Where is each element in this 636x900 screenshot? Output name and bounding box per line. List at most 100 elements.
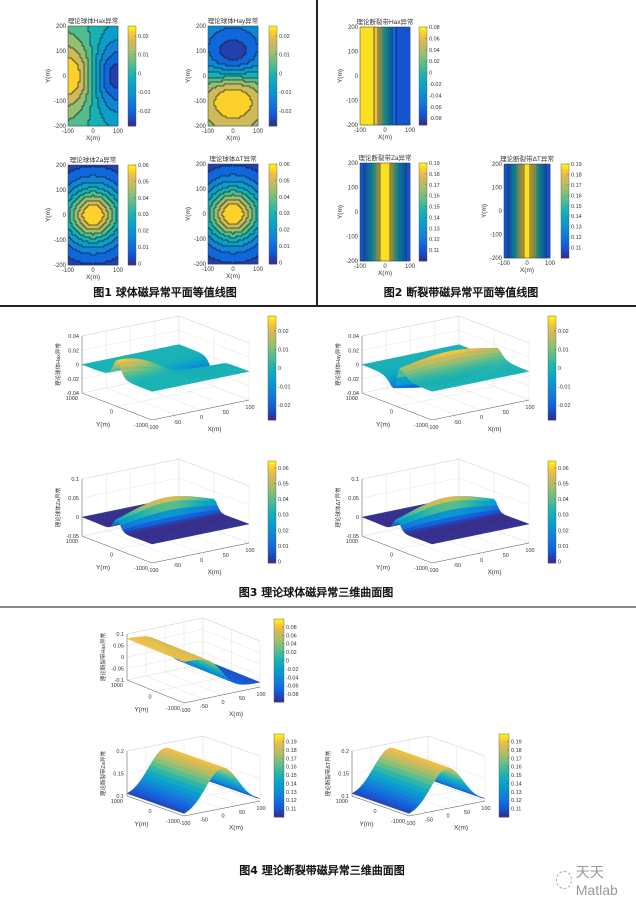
contour-fill-cell	[104, 195, 107, 198]
contour-fill-cell	[102, 243, 105, 246]
contour-fill-cell	[234, 34, 237, 37]
contour-fill-cell	[114, 84, 117, 87]
contour-fill-cell	[248, 100, 251, 103]
contour-fill-cell	[82, 251, 85, 254]
contour-fill-cell	[90, 253, 93, 256]
contour-fill-cell	[212, 70, 215, 73]
contour-fill-cell	[88, 243, 91, 246]
contour-fill-cell	[110, 82, 113, 85]
contour-fill-cell	[68, 50, 71, 53]
contour-fill-cell	[76, 245, 79, 248]
contour-fill-cell	[214, 88, 217, 91]
contour-fill-cell	[108, 104, 111, 107]
contour-fill-cell	[234, 44, 237, 47]
contour-fill-cell	[82, 173, 85, 176]
contour-fill-cell	[102, 173, 105, 176]
contour-fill-cell	[96, 98, 99, 101]
contour-fill-cell	[212, 122, 215, 125]
contour-fill-cell	[254, 38, 257, 41]
contour-fill-cell	[234, 120, 237, 123]
contour-fill-cell	[240, 54, 243, 57]
contour-fill-cell	[100, 253, 103, 256]
contour-fill-cell	[104, 42, 107, 45]
contour-fill-cell	[94, 227, 97, 230]
contour-fill-cell	[108, 110, 111, 113]
contour-fill-cell	[98, 74, 101, 77]
contour-fill-cell	[236, 60, 239, 63]
contour-fill-cell	[72, 52, 75, 55]
contour-fill-cell	[216, 124, 219, 127]
contour-fill-cell	[80, 215, 83, 218]
contour-fill-cell	[222, 78, 225, 81]
contour-fill-cell	[70, 195, 73, 198]
contour-fill-cell	[86, 34, 89, 37]
contour-fill-cell	[114, 205, 117, 208]
contour-fill-cell	[92, 92, 95, 95]
contour-fill-cell	[76, 80, 79, 83]
colorbar-segment	[128, 78, 136, 82]
contour-fill-cell	[252, 46, 255, 49]
contour-fill-cell	[244, 104, 247, 107]
contour-fill-cell	[74, 82, 77, 85]
colorbar-segment	[269, 108, 277, 112]
contour-fill-cell	[214, 118, 217, 121]
contour-fill-cell	[218, 124, 221, 127]
contour-fill-cell	[92, 118, 95, 121]
contour-fill-cell	[86, 211, 89, 214]
contour-fill-cell	[106, 185, 109, 188]
contour-fill-cell	[68, 165, 71, 168]
contour-fill-cell	[108, 62, 111, 65]
contour-fill-cell	[214, 58, 217, 61]
contour-fill-cell	[116, 233, 119, 236]
contour-fill-cell	[96, 261, 99, 264]
contour-fill-cell	[82, 211, 85, 214]
contour-fill-cell	[208, 114, 211, 117]
contour-fill-cell	[88, 253, 91, 256]
contour-fill-cell	[228, 36, 231, 39]
contour-fill-cell	[98, 165, 101, 168]
contour-fill-cell	[92, 112, 95, 115]
contour-fill-cell	[88, 60, 91, 63]
contour-fill-cell	[208, 106, 211, 109]
contour-fill-cell	[68, 171, 71, 174]
contour-fill-cell	[114, 110, 117, 113]
contour-fill-cell	[242, 66, 245, 69]
contour-fill-cell	[92, 247, 95, 250]
contour-fill-cell	[74, 199, 77, 202]
contour-fill-cell	[116, 243, 119, 246]
contour-fill-cell	[80, 108, 83, 111]
contour-fill-cell	[218, 86, 221, 89]
contour-fill-cell	[72, 66, 75, 69]
contour-fill-cell	[214, 68, 217, 71]
contour-fill-cell	[82, 94, 85, 97]
contour-fill-cell	[228, 88, 231, 91]
contour-fill-cell	[88, 90, 91, 93]
contour-fill-cell	[114, 68, 117, 71]
contour-fill-cell	[86, 225, 89, 228]
contour-fill-cell	[256, 86, 259, 89]
contour-fill-cell	[100, 199, 103, 202]
contour-fill-cell	[80, 28, 83, 31]
contour-fill-cell	[114, 36, 117, 39]
contour-fill-cell	[212, 92, 215, 95]
contour-fill-cell	[246, 92, 249, 95]
contour-fill-cell	[238, 94, 241, 97]
contour-fill-cell	[68, 80, 71, 83]
contour-fill-cell	[102, 177, 105, 180]
contour-fill-cell	[78, 46, 81, 49]
contour-fill-cell	[84, 72, 87, 75]
contour-fill-cell	[98, 195, 101, 198]
contour-fill-cell	[226, 60, 229, 63]
contour-fill-cell	[224, 84, 227, 87]
contour-fill-cell	[102, 38, 105, 41]
contour-fill-cell	[76, 66, 79, 69]
contour-fill-cell	[86, 171, 89, 174]
contour-fill-cell	[104, 116, 107, 119]
contour-fill-cell	[86, 82, 89, 85]
contour-fill-cell	[94, 195, 97, 198]
contour-fill-cell	[92, 205, 95, 208]
contour-fill-cell	[214, 112, 217, 115]
contour-fill-cell	[222, 106, 225, 109]
contour-fill-cell	[94, 62, 97, 65]
contour-fill-cell	[74, 38, 77, 41]
